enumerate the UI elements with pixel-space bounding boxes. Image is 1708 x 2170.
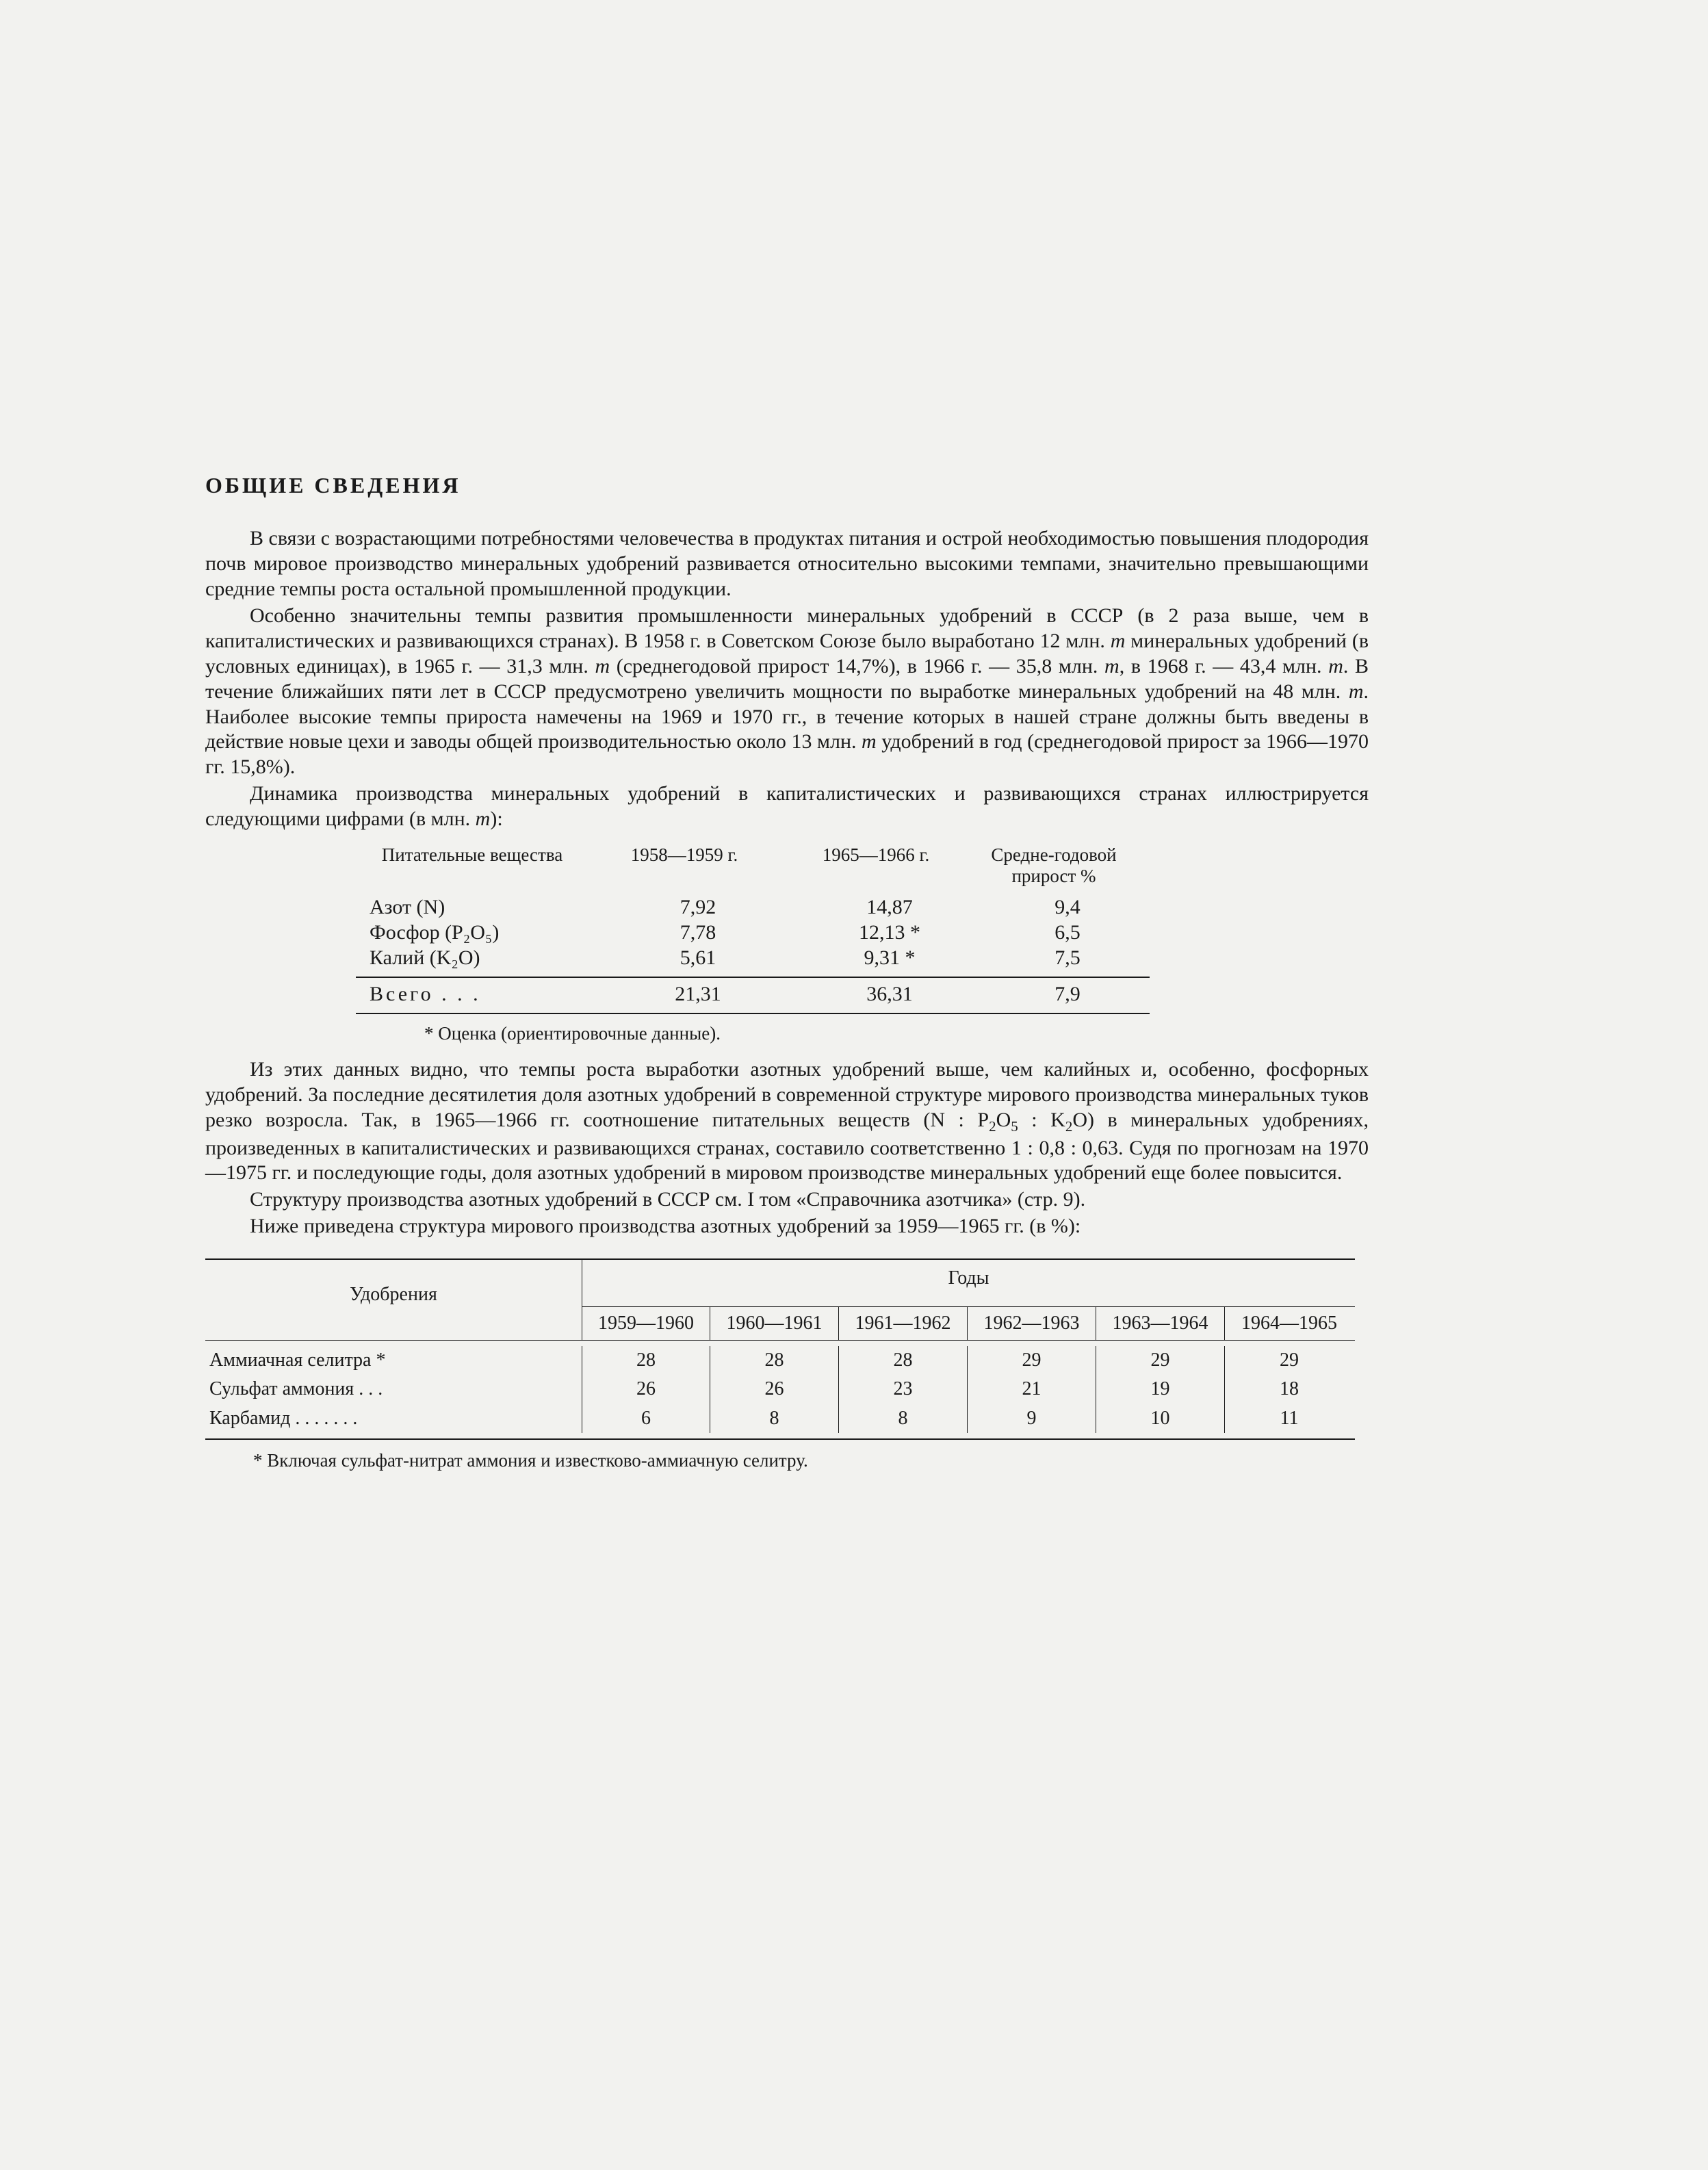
italic-m: m — [595, 655, 610, 677]
table2-cell-val: 26 — [710, 1375, 839, 1404]
table1-divider — [356, 1013, 1150, 1014]
table1-row: Калий (K₂O) 5,61 9,31 * 7,5 — [356, 946, 1150, 971]
table2-cell-val: 6 — [582, 1404, 710, 1433]
paragraph-1: В связи с возрастающими потребностями че… — [205, 526, 1369, 602]
italic-m: m — [1111, 630, 1126, 652]
paragraph-2: Особенно значительны темпы развития пром… — [205, 604, 1369, 780]
table2-year-hdr: 1959—1960 — [582, 1307, 710, 1340]
subscript: 2 — [1065, 1118, 1073, 1135]
nutrients-table: Питательные вещества 1958—1959 г. 1965—1… — [356, 844, 1150, 1014]
table2-cell-val: 21 — [968, 1375, 1096, 1404]
table1-footnote: * Оценка (ориентировочные данные). — [424, 1022, 1369, 1045]
table1-header: Питательные вещества 1958—1959 г. 1965—1… — [356, 844, 1150, 887]
table2-hdr-name: Удобрения — [205, 1260, 582, 1306]
table2-cell-val: 23 — [839, 1375, 968, 1404]
paragraph-6: Ниже приведена структура мирового произв… — [205, 1214, 1369, 1239]
table2-row: Сульфат аммония . . . 26 26 23 21 19 18 — [205, 1375, 1355, 1404]
table1-cell-v2: 12,13 * — [794, 920, 985, 946]
table1-cell-name: Фосфор (P₂O₅) — [356, 920, 602, 946]
paragraph-5: Структуру производства азотных удобрений… — [205, 1187, 1369, 1213]
table2-cell-val: 10 — [1096, 1404, 1225, 1433]
table2-year-hdr: 1963—1964 — [1096, 1307, 1225, 1340]
table2-cell-val: 18 — [1225, 1375, 1354, 1404]
table1-row: Фосфор (P₂O₅) 7,78 12,13 * 6,5 — [356, 920, 1150, 946]
table2-body: Аммиачная селитра * 28 28 28 29 29 29 Су… — [205, 1341, 1355, 1438]
table2-header-top: Удобрения Годы — [205, 1260, 1355, 1306]
table2-hdr-years: Годы — [582, 1260, 1355, 1306]
table2-year-hdr: 1964—1965 — [1225, 1307, 1354, 1340]
table2-cell-val: 29 — [1096, 1346, 1225, 1375]
table1-cell-v2: 9,31 * — [794, 946, 985, 971]
table2-header-row2: 1959—1960 1960—1961 1961—1962 1962—1963 … — [205, 1307, 1355, 1341]
table2-cell-val: 29 — [1225, 1346, 1354, 1375]
production-table: Удобрения Годы 1959—1960 1960—1961 1961—… — [205, 1258, 1355, 1440]
table2-cell-val: 29 — [968, 1346, 1096, 1375]
table1-row: Азот (N) 7,92 14,87 9,4 — [356, 895, 1150, 920]
table1-hdr-c0: Питательные вещества — [356, 844, 588, 887]
table2-row: Аммиачная селитра * 28 28 28 29 29 29 — [205, 1346, 1355, 1375]
table1-total-row: Всего . . . 21,31 36,31 7,9 — [356, 982, 1150, 1007]
table2-cell-val: 28 — [582, 1346, 710, 1375]
table2-year-hdr: 1960—1961 — [710, 1307, 839, 1340]
table1-total-v3: 7,9 — [985, 982, 1150, 1007]
table1-cell-v3: 9,4 — [985, 895, 1150, 920]
table1-total-v2: 36,31 — [794, 982, 985, 1007]
italic-m: m — [1349, 680, 1364, 703]
para4-seg-c: : K — [1018, 1109, 1065, 1131]
table1-cell-name: Калий (K₂O) — [356, 946, 602, 971]
table2-year-hdr: 1961—1962 — [839, 1307, 968, 1340]
table1-cell-v1: 5,61 — [602, 946, 794, 971]
subscript: 5 — [1011, 1118, 1018, 1135]
para4-seg-b: O — [996, 1109, 1011, 1131]
table2-cell-name: Сульфат аммония . . . — [205, 1375, 582, 1404]
italic-m: m — [1104, 655, 1120, 677]
paragraph-3: Динамика производства минеральных удобре… — [205, 782, 1369, 832]
para3-seg-a: Динамика производства минеральных удобре… — [205, 782, 1369, 830]
table2-row: Карбамид . . . . . . . 6 8 8 9 10 11 — [205, 1404, 1355, 1433]
table2-cell-val: 8 — [710, 1404, 839, 1433]
table1-hdr-c2: 1965—1966 г. — [780, 844, 972, 887]
italic-m: m — [476, 808, 491, 830]
section-heading: ОБЩИЕ СВЕДЕНИЯ — [205, 472, 1369, 499]
table1-hdr-c1: 1958—1959 г. — [588, 844, 780, 887]
para2-seg-d: , в 1968 г. — 43,4 млн. — [1120, 655, 1328, 677]
table2-cell-val: 11 — [1225, 1404, 1354, 1433]
italic-m: m — [1328, 655, 1343, 677]
table2-year-hdr: 1962—1963 — [968, 1307, 1096, 1340]
table1-cell-v3: 7,5 — [985, 946, 1150, 971]
table2-cell-val: 9 — [968, 1404, 1096, 1433]
table1-total-v1: 21,31 — [602, 982, 794, 1007]
table1-cell-v3: 6,5 — [985, 920, 1150, 946]
table2-cell-name: Карбамид . . . . . . . — [205, 1404, 582, 1433]
para2-seg-c: (среднегодовой прирост 14,7%), в 1966 г.… — [610, 655, 1104, 677]
table2-cell-val: 28 — [710, 1346, 839, 1375]
para3-seg-b: ): — [490, 808, 502, 830]
table1-cell-v1: 7,92 — [602, 895, 794, 920]
table2-cell-val: 8 — [839, 1404, 968, 1433]
paragraph-4: Из этих данных видно, что темпы роста вы… — [205, 1057, 1369, 1186]
table1-total-label: Всего . . . — [356, 982, 602, 1007]
table2-footnote: * Включая сульфат-нитрат аммония и извес… — [253, 1449, 1369, 1472]
table2-cell-val: 19 — [1096, 1375, 1225, 1404]
table2-hdr-spacer — [205, 1307, 582, 1340]
table1-cell-v1: 7,78 — [602, 920, 794, 946]
table1-cell-name: Азот (N) — [356, 895, 602, 920]
table1-cell-v2: 14,87 — [794, 895, 985, 920]
table1-divider — [356, 977, 1150, 978]
table2-cell-val: 28 — [839, 1346, 968, 1375]
page-content: ОБЩИЕ СВЕДЕНИЯ В связи с возрастающими п… — [205, 472, 1369, 1472]
table2-cell-name: Аммиачная селитра * — [205, 1346, 582, 1375]
table1-hdr-c3: Средне-годовой прирост % — [972, 844, 1136, 887]
italic-m: m — [862, 730, 877, 753]
subscript: 2 — [989, 1118, 996, 1135]
table2-cell-val: 26 — [582, 1375, 710, 1404]
